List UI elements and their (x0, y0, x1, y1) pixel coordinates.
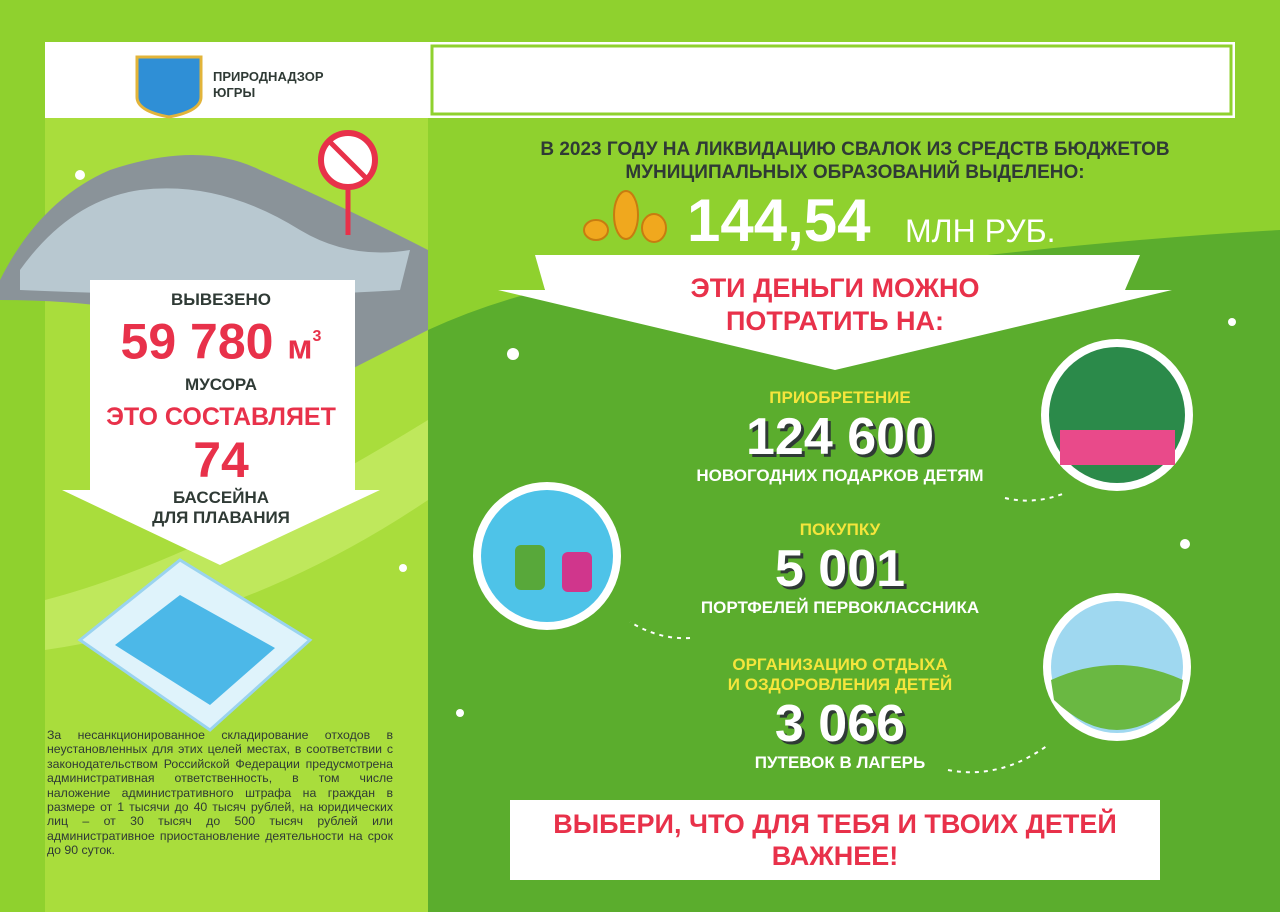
item-value: 124 600 (746, 408, 934, 466)
pool-count: 74 (193, 431, 249, 488)
spend-line: ПОТРАТИТЬ НА: (726, 306, 944, 336)
removed-unit-power: 3 (312, 328, 322, 345)
item-caption: ПОРТФЕЛЕЙ ПЕРВОКЛАССНИКА (700, 598, 980, 617)
pool-caption: БАССЕЙНА (172, 487, 270, 507)
amount-unit: МЛН РУБ. (905, 213, 1056, 249)
item-heading: И ОЗДОРОВЛЕНИЯ ДЕТЕЙ (727, 675, 953, 694)
item-value: 5 001 (774, 540, 906, 598)
illustration-camp (1043, 593, 1191, 741)
spend-heading: ЭТИ ДЕНЬГИ МОЖНО ПОТРАТИТЬ НА: (498, 272, 1172, 338)
title: НЕ МУСОРИ! (692, 58, 971, 107)
item: ОРГАНИЗАЦИЮ ОТДЫХА И ОЗДОРОВЛЕНИЯ ДЕТЕЙ 3 … (640, 655, 1040, 773)
item: ПРИОБРЕТЕНИЕ 124 600 НОВОГОДНИХ ПОДАРКОВ Д… (640, 388, 1040, 486)
coins (583, 190, 667, 243)
removed-label: ВЫВЕЗЕНО (170, 290, 272, 309)
item-value: 3 066 (774, 695, 906, 753)
intro-line: МУНИЦИПАЛЬНЫХ ОБРАЗОВАНИЙ ВЫДЕЛЕНО: (625, 162, 1085, 183)
item-heading: ПОКУПКУ (799, 520, 881, 539)
removed-block: ВЫВЕЗЕНО 59 780 м3 МУСОРА ЭТО СОСТАВЛЯЕТ… (62, 290, 380, 528)
left-arrow (62, 280, 380, 565)
logo-emblem (135, 55, 203, 119)
equals: ЭТО СОСТАВЛЯЕТ (106, 402, 336, 431)
item-caption: ПУТЕВОК В ЛАГЕРЬ (754, 753, 926, 772)
dashed-arrows (629, 492, 1066, 774)
item-heading: ПРИОБРЕТЕНИЕ (769, 388, 911, 407)
sign-bar (328, 140, 368, 180)
removed-what: МУСОРА (185, 374, 257, 394)
footer-line: ВЫБЕРИ, ЧТО ДЛЯ ТЕБЯ И ТВОИХ ДЕТЕЙ (553, 809, 1117, 839)
trash-pile-top (20, 188, 410, 295)
spend-arrow (498, 255, 1172, 370)
logo-text: ПРИРОДНАДЗОР ЮГРЫ (213, 69, 324, 101)
removed-value: 59 780 м3 (62, 310, 380, 375)
amount: 144,54 (687, 187, 871, 254)
illustration-gifts (1041, 339, 1193, 491)
removed-unit: м (287, 328, 313, 367)
pool-water (115, 595, 275, 705)
legal-text: За несанкционированное складирование отх… (47, 728, 393, 858)
item: ПОКУПКУ 5 001 ПОРТФЕЛЕЙ ПЕРВОКЛАССНИКА (640, 520, 1040, 618)
logo-line: ПРИРОДНАДЗОР (213, 69, 324, 84)
item-heading: ОРГАНИЗАЦИЮ ОТДЫХА (732, 655, 948, 674)
top-bar (45, 42, 1235, 118)
spend-line: ЭТИ ДЕНЬГИ МОЖНО (690, 273, 980, 303)
illustration-backpacks (473, 482, 621, 630)
logo-line: ЮГРЫ (213, 85, 256, 100)
footer-banner (510, 800, 1160, 880)
dots (75, 170, 1236, 717)
intro-line: В 2023 ГОДУ НА ЛИКВИДАЦИЮ СВАЛОК ИЗ СРЕД… (540, 139, 1170, 160)
pool-caption: ДЛЯ ПЛАВАНИЯ (152, 507, 290, 527)
intro: В 2023 ГОДУ НА ЛИКВИДАЦИЮ СВАЛОК ИЗ СРЕД… (430, 138, 1280, 184)
footer-line: ВАЖНЕЕ! (771, 841, 899, 871)
title-frame (430, 44, 1233, 116)
item-caption: НОВОГОДНИХ ПОДАРКОВ ДЕТЯМ (696, 466, 984, 485)
footer: ВЫБЕРИ, ЧТО ДЛЯ ТЕБЯ И ТВОИХ ДЕТЕЙ ВАЖНЕ… (510, 808, 1160, 872)
removed-number: 59 780 (120, 313, 274, 370)
